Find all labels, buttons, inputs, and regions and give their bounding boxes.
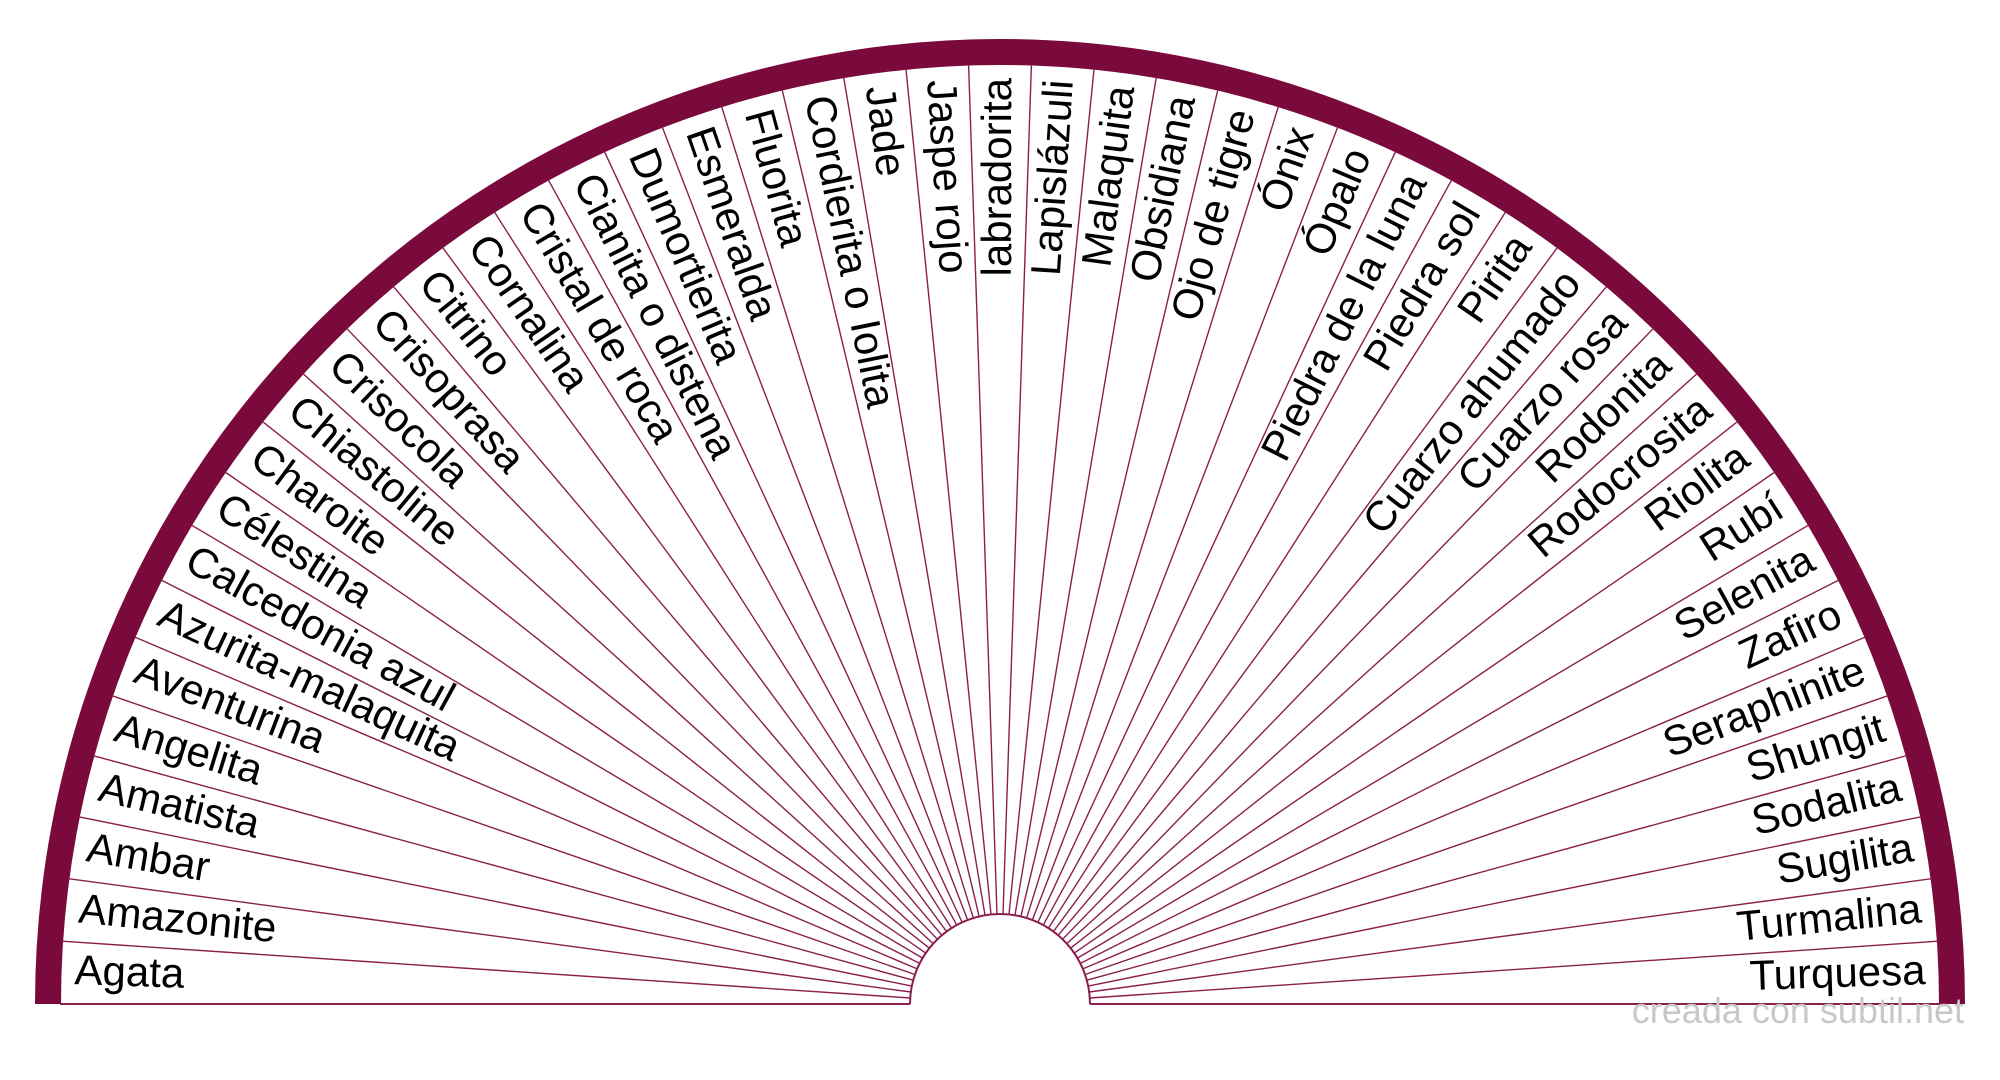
segment-divider [111,694,916,976]
segment-divider [346,327,938,940]
segment-divider [1025,105,1280,919]
segment-divider [190,524,923,959]
segment-divider [1052,246,1559,932]
segment-divider [603,151,963,923]
segment-divider [134,636,918,970]
segment-divider [1042,179,1453,926]
segment-divider [1073,471,1776,954]
segment-divider [1008,68,1095,915]
segment-divider [1089,878,1932,993]
segment-divider [967,64,998,915]
segment-label: labradorita [973,77,1020,276]
segment-label: Amazonite [77,885,279,952]
segment-divider [68,878,911,993]
segment-divider [160,579,920,965]
segment-divider [905,68,992,915]
segment-divider [62,940,911,999]
outer-rim [35,39,1965,1005]
segment-label: Jaspe rojo [918,78,978,274]
segment-divider [1070,420,1739,949]
segment-divider [1047,211,1507,929]
segment-dividers [62,64,1938,999]
segment-divider [1077,524,1810,959]
segment-divider [1062,327,1654,940]
segment-divider [1020,89,1219,917]
center-hub [909,913,1091,1005]
segment-divider [93,754,914,981]
credit-text: creada con subtil.net [1631,990,1964,1031]
segment-divider [1066,372,1698,945]
segment-divider [661,126,969,921]
segment-divider [441,246,948,932]
segment-divider [493,211,953,929]
segment-divider [1080,579,1840,965]
segment-divider [1014,76,1158,916]
segment-divider [1088,816,1922,987]
segment-label: Turquesa [1749,946,1927,999]
segment-divider [392,285,943,936]
segment-label: Turmalina [1734,884,1924,949]
segment-divider [547,179,958,926]
segment-divider [1084,694,1889,976]
segment-divider [720,105,975,919]
segment-divider [224,471,927,954]
segment-labels: AgataAmazoniteAmbarAmatistaAngelitaAvent… [74,77,1927,999]
segment-divider [1031,126,1339,921]
segment-divider [1037,151,1397,923]
segment-divider [1089,940,1938,999]
segment-divider [1082,636,1866,970]
segment-label: Lapislázuli [1022,78,1082,277]
segment-divider [1057,285,1608,936]
segment-label: Jade [857,83,916,180]
segment-divider [781,89,980,917]
segment-divider [1086,754,1907,981]
segment-label: Ambar [84,823,214,890]
segment-divider [78,816,912,987]
segment-divider [261,420,930,949]
segment-divider [842,76,986,916]
segment-divider [302,372,934,945]
segment-divider [1002,64,1033,915]
segment-label: Agata [74,946,186,997]
